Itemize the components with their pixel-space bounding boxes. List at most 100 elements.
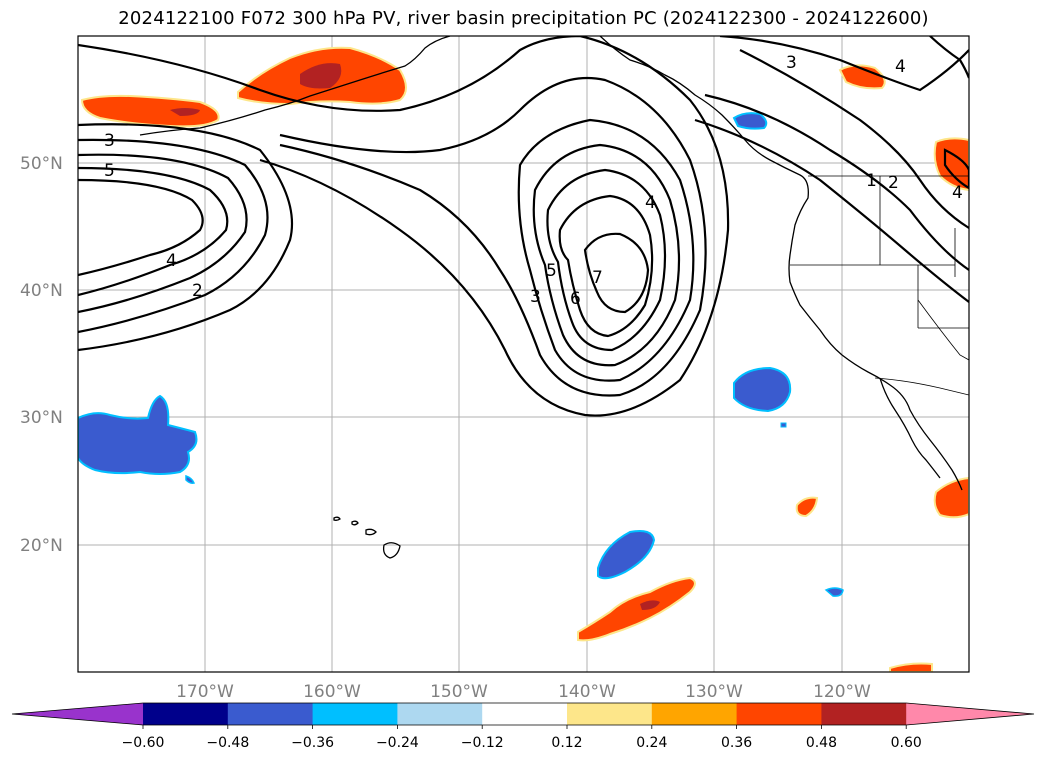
contour-label-3-ne: 3	[786, 53, 797, 73]
contour-central-1	[78, 36, 730, 417]
lat-label-30n: 30°N	[20, 408, 63, 428]
colorbar-segment	[651, 703, 738, 725]
lon-label-170w: 170°W	[176, 682, 234, 702]
border-ca-nv	[917, 299, 969, 361]
lat-label-40n: 40°N	[20, 281, 63, 301]
map-content: 3 5 4 2 4 5 3 7 6 3 4 4 1 2	[78, 36, 969, 672]
contour-west-2	[78, 138, 269, 334]
contour-labels: 3 5 4 2 4 5 3 7 6 3 4 4 1 2	[104, 53, 963, 309]
gridlines	[78, 36, 969, 672]
contour-label-6-central: 6	[570, 289, 581, 309]
lon-label-160w: 160°W	[303, 682, 361, 702]
coastline-pacific-nw	[599, 36, 963, 491]
coastline-hawaii-kauai	[333, 516, 341, 521]
map-background	[78, 36, 969, 672]
colorbar-tick-label: −0.60	[122, 735, 165, 751]
figure-title: 2024122100 F072 300 hPa PV, river basin …	[118, 8, 929, 29]
colorbar-tick-label: 0.36	[721, 735, 752, 751]
coastlines	[139, 36, 963, 559]
colorbar-tick-label: −0.48	[206, 735, 249, 751]
precip-negative-bc	[732, 112, 768, 130]
contour-ne-1	[719, 36, 969, 92]
contour-central-6	[558, 194, 654, 338]
lon-label-140w: 140°W	[558, 682, 616, 702]
colorbar-tick-label: 0.24	[636, 735, 667, 751]
colorbar-tick-label: 0.60	[891, 735, 922, 751]
contour-west-5	[78, 178, 204, 277]
precip-positive-ne	[838, 64, 886, 90]
colorbar-tick-label: 0.48	[806, 735, 837, 751]
lon-label-130w: 130°W	[685, 682, 743, 702]
contour-label-5-central: 5	[546, 261, 557, 281]
colorbar-segment	[482, 703, 568, 725]
contour-label-4-west: 4	[166, 251, 177, 271]
borders	[790, 175, 969, 396]
precip-positive-small	[795, 496, 819, 518]
contour-label-5-west: 5	[104, 161, 115, 181]
contour-label-4-east: 4	[952, 183, 963, 203]
contour-label-2-east: 2	[888, 173, 899, 193]
precip-negative-tiny	[824, 587, 844, 597]
contour-central-4	[532, 143, 681, 367]
pv-contours	[78, 36, 969, 417]
colorbar-segment	[736, 703, 822, 725]
contour-west-3	[78, 153, 248, 314]
contour-ne-6	[943, 148, 969, 190]
contour-label-3-west: 3	[104, 131, 115, 151]
precip-positive-aleutian-west	[80, 94, 220, 128]
coastline-hawaii-oahu	[351, 520, 359, 526]
colorbar-tick-label: 0.12	[551, 735, 582, 751]
precip-negative-small-a	[185, 474, 196, 484]
contour-west-1	[78, 123, 294, 352]
lat-label-20n: 20°N	[20, 536, 63, 556]
lat-label-50n: 50°N	[20, 154, 63, 174]
contour-central-7	[583, 232, 650, 314]
lon-label-120w: 120°W	[813, 682, 871, 702]
contour-central-2	[279, 76, 707, 397]
contour-label-3-central: 3	[530, 287, 541, 307]
colorbar-segment	[821, 703, 907, 725]
contour-ne-2	[739, 49, 969, 229]
contour-label-4-ne: 4	[895, 57, 906, 77]
precip-positive-right-edge	[933, 137, 969, 192]
coastline-baja	[879, 377, 941, 479]
colorbar-tick-label: −0.12	[461, 735, 504, 751]
contour-label-2-west: 2	[192, 281, 203, 301]
precip-negative-dot	[780, 422, 787, 428]
precip-positive-bottom	[889, 662, 933, 672]
precip-strong-alaska	[300, 63, 342, 89]
precip-fills	[78, 46, 969, 672]
precip-strong-south	[640, 600, 660, 610]
colorbar-segment	[567, 703, 653, 725]
precip-negative-south	[597, 530, 656, 580]
contour-ne-5	[929, 36, 969, 79]
coastline-hawaii-maui	[365, 528, 377, 536]
contour-ne-4	[694, 118, 969, 303]
colorbar-segment	[227, 703, 314, 725]
latitude-labels: 50°N 40°N 30°N 20°N	[20, 154, 63, 556]
precip-strong-aleutian-west	[170, 108, 200, 116]
contour-central-3	[517, 118, 695, 382]
colorbar-segment	[143, 703, 229, 725]
coastline-hawaii-big	[382, 542, 401, 559]
colorbar-segment	[397, 703, 483, 725]
map-frame	[77, 35, 970, 673]
contour-label-1-east: 1	[866, 171, 877, 191]
precip-negative-baja	[733, 366, 792, 413]
lon-label-150w: 150°W	[430, 682, 488, 702]
colorbar: −0.60 −0.48 −0.36 −0.24 −0.12 0.12 0.24 0.36 0.4…	[11, 702, 1035, 751]
contour-label-7-central: 7	[592, 268, 603, 288]
border-us-mexico	[874, 377, 969, 396]
contour-central-5	[546, 168, 667, 352]
contour-west-4	[78, 166, 229, 297]
colorbar-tick-label: −0.36	[291, 735, 334, 751]
coastline-aleutians	[139, 36, 451, 136]
colorbar-segment	[312, 703, 398, 725]
longitude-labels: 170°W 160°W 150°W 140°W 130°W 120°W	[176, 682, 871, 702]
contour-ne-3	[704, 93, 969, 271]
colorbar-extend-max	[906, 703, 1034, 725]
contour-label-4-central: 4	[645, 193, 656, 213]
colorbar-extend-min	[12, 703, 143, 725]
